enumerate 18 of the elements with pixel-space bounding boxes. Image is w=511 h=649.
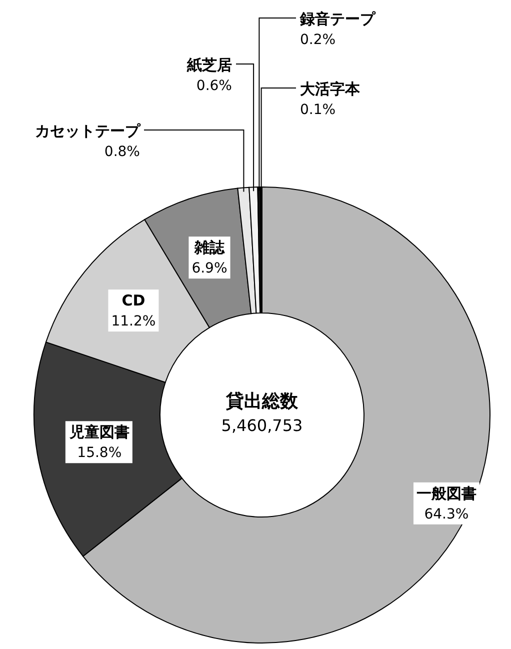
text: 5,460,753 xyxy=(221,416,303,435)
data-label: 6.9% xyxy=(192,260,228,277)
slice-label: CD xyxy=(122,292,146,310)
slice-label: カセットテープ xyxy=(35,122,141,140)
data-label: 0.8% xyxy=(104,144,140,160)
data-label: 64.3% xyxy=(424,506,469,522)
text: 貸出総数 xyxy=(225,391,299,412)
slice-label: 録音テープ xyxy=(299,10,376,28)
data-label: 15.8% xyxy=(77,445,122,462)
slice-label: 一般図書 xyxy=(416,484,476,502)
slice-label: 雑誌 xyxy=(193,238,226,257)
slice-label: 大活字本 xyxy=(300,80,361,98)
data-label: 11.2% xyxy=(111,314,156,330)
data-label: 0.1% xyxy=(300,102,336,118)
data-label: 0.2% xyxy=(300,32,336,48)
slice-label: 紙芝居 xyxy=(186,56,232,74)
data-label: 0.6% xyxy=(196,78,232,94)
slice-label: 児童図書 xyxy=(68,423,130,442)
